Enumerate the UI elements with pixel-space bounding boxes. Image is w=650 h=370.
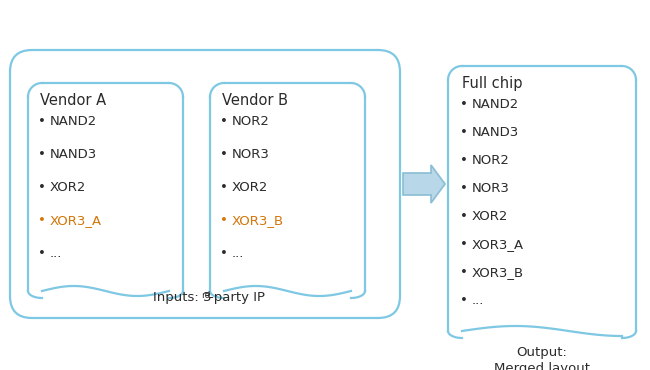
Text: rd: rd xyxy=(201,291,211,300)
Text: •: • xyxy=(460,266,468,279)
Text: •: • xyxy=(38,115,46,128)
Text: XOR3_B: XOR3_B xyxy=(472,266,524,279)
Text: Full chip: Full chip xyxy=(462,76,523,91)
Text: •: • xyxy=(38,181,46,194)
Text: NAND3: NAND3 xyxy=(50,148,98,161)
Text: NOR2: NOR2 xyxy=(472,154,510,167)
Text: •: • xyxy=(460,154,468,167)
Text: •: • xyxy=(220,247,228,260)
Text: ...: ... xyxy=(232,247,244,260)
Text: XOR2: XOR2 xyxy=(50,181,86,194)
Text: •: • xyxy=(220,115,228,128)
Text: •: • xyxy=(38,148,46,161)
Text: NAND3: NAND3 xyxy=(472,126,519,139)
Polygon shape xyxy=(403,165,445,203)
Text: XOR3_A: XOR3_A xyxy=(50,214,102,227)
Text: •: • xyxy=(38,247,46,260)
Text: NOR2: NOR2 xyxy=(232,115,270,128)
Text: •: • xyxy=(460,238,468,251)
Text: •: • xyxy=(220,214,228,227)
Text: •: • xyxy=(460,182,468,195)
Text: Merged layout: Merged layout xyxy=(494,362,590,370)
Text: Vendor B: Vendor B xyxy=(222,93,288,108)
Text: ...: ... xyxy=(472,294,484,307)
Text: XOR3_A: XOR3_A xyxy=(472,238,524,251)
Text: ...: ... xyxy=(50,247,62,260)
Text: Inputs: 3: Inputs: 3 xyxy=(153,291,211,304)
Text: XOR3_B: XOR3_B xyxy=(232,214,284,227)
Text: NOR3: NOR3 xyxy=(232,148,270,161)
Text: XOR2: XOR2 xyxy=(472,210,508,223)
Text: •: • xyxy=(460,98,468,111)
Text: NAND2: NAND2 xyxy=(50,115,98,128)
Text: •: • xyxy=(38,214,46,227)
Text: •: • xyxy=(220,148,228,161)
Text: Vendor A: Vendor A xyxy=(40,93,106,108)
Text: Output:: Output: xyxy=(517,346,567,359)
Text: NAND2: NAND2 xyxy=(472,98,519,111)
Text: •: • xyxy=(460,294,468,307)
Text: NOR3: NOR3 xyxy=(472,182,510,195)
Text: •: • xyxy=(220,181,228,194)
Text: -party IP: -party IP xyxy=(209,291,265,304)
Text: •: • xyxy=(460,126,468,139)
Text: •: • xyxy=(460,210,468,223)
Text: XOR2: XOR2 xyxy=(232,181,268,194)
